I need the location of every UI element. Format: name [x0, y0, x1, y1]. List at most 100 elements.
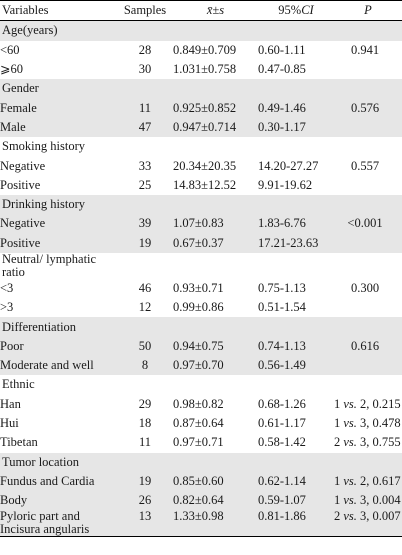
mean-sd-cell: 1.07±0.83: [173, 214, 258, 234]
samples-cell: 50: [117, 336, 173, 357]
empty-cell: [117, 452, 173, 472]
p-comparison-suffix: 2, 0.215: [356, 396, 401, 411]
empty-cell: [258, 137, 334, 156]
table-row: Moderate and well 8 0.97±0.70 0.56-1.49: [0, 356, 402, 376]
category-row: Gender: [0, 79, 402, 99]
empty-cell: [258, 317, 334, 337]
mean-sd-cell: 0.97±0.70: [173, 356, 258, 376]
ci-cell: 0.58-1.42: [258, 435, 306, 450]
ci-cell: 0.62-1.14: [258, 471, 334, 492]
variable-label: Poor: [0, 336, 117, 357]
category-label: Ethnic: [2, 377, 35, 392]
variable-label: Fundus and Cardia: [0, 471, 117, 492]
p-vs-text: vs.: [343, 396, 357, 411]
ci-cell: 17.21-23.63: [258, 233, 334, 253]
ci-cell: 0.74-1.13: [258, 336, 334, 357]
samples-cell: 33: [138, 158, 152, 173]
header-ci: 95%CI: [258, 0, 334, 22]
empty-cell: [117, 375, 173, 394]
variable-label: Pyloric part and Incisura angularis: [0, 510, 117, 538]
p-value-cell: [334, 298, 402, 317]
category-row: Smoking history: [0, 137, 402, 156]
p-value-cell: 0.941: [350, 42, 380, 57]
p-comparison-suffix: 3, 0.007: [356, 509, 401, 524]
category-label: Neutral/ lymphatic ratio: [2, 251, 97, 279]
variable-label: Han: [0, 396, 21, 411]
empty-cell: [258, 20, 334, 41]
samples-cell: 11: [117, 98, 173, 118]
p-vs-text: vs.: [343, 493, 357, 508]
header-p: P: [334, 0, 402, 22]
samples-cell: 30: [138, 62, 152, 77]
header-mean-sd: x̄±s: [173, 0, 258, 22]
empty-cell: [117, 253, 173, 279]
empty-cell: [173, 194, 258, 215]
empty-cell: [334, 137, 402, 156]
table-row: Female 11 0.925±0.852 0.49-1.46 0.576: [0, 98, 402, 118]
category-row: Drinking history: [0, 194, 402, 215]
p-value-cell: 0.616: [334, 336, 402, 357]
table-row: <60 28 0.849±0.709 0.60-1.11 0.941: [0, 41, 402, 60]
p-comparison-prefix: 1: [334, 416, 344, 431]
ci-cell: 1.83-6.76: [258, 214, 334, 234]
empty-cell: [173, 452, 258, 472]
samples-cell: 46: [138, 281, 152, 295]
variable-label: Positive: [0, 233, 117, 253]
variable-label: <3: [0, 281, 14, 295]
ci-cell: 0.51-1.54: [258, 300, 306, 315]
mean-sd-cell: 0.93±0.71: [173, 281, 224, 295]
empty-cell: [258, 375, 334, 394]
p-comparison-suffix: 3, 0.004: [356, 493, 401, 508]
table-row: Han 29 0.98±0.82 0.68-1.26 1 vs. 2, 0.215: [0, 395, 402, 414]
category-row: Ethnic: [0, 375, 402, 394]
table-row: Hui 18 0.87±0.64 0.61-1.17 1 vs. 3, 0.478: [0, 414, 402, 433]
category-label: Gender: [0, 79, 117, 99]
p-vs-text: vs.: [343, 509, 357, 524]
variable-label: Hui: [0, 416, 19, 431]
table-row: Negative 33 20.34±20.35 14.20-27.27 0.557: [0, 156, 402, 175]
variable-label: Female: [0, 98, 117, 118]
mean-sd-cell: 0.98±0.82: [173, 396, 224, 411]
category-row: Differentiation: [0, 317, 402, 337]
empty-cell: [117, 194, 173, 215]
mean-sd-cell: 1.031±0.758: [173, 62, 237, 77]
p-value-cell: 0.576: [334, 98, 402, 118]
empty-cell: [258, 253, 334, 279]
samples-cell: 28: [138, 42, 152, 57]
table-row: ⩾60 30 1.031±0.758 0.47-0.85: [0, 60, 402, 79]
table-row: Negative 39 1.07±0.83 1.83-6.76 <0.001: [0, 214, 402, 234]
table-row: Positive 25 14.83±12.52 9.91-19.62: [0, 176, 402, 195]
ci-cell: 14.20-27.27: [258, 158, 319, 173]
mean-sd-cell: 0.82±0.64: [173, 491, 258, 511]
p-value-cell: 0.557: [350, 158, 380, 173]
table-row: >3 12 0.99±0.86 0.51-1.54: [0, 298, 402, 317]
table-body: Age(years) <60 28 0.849±0.709 0.60-1.11 0.941…: [0, 20, 402, 538]
empty-cell: [117, 20, 173, 41]
ci-cell: 0.68-1.26: [258, 396, 306, 411]
p-value-cell: 1 vs. 3, 0.004: [334, 491, 402, 511]
samples-cell: 19: [117, 233, 173, 253]
samples-cell: 25: [138, 177, 152, 192]
samples-cell: 18: [138, 416, 152, 431]
p-comparison-suffix: 2, 0.617: [356, 473, 401, 488]
category-label: Differentiation: [0, 317, 117, 337]
p-value-cell: 2 vs. 3, 0.755: [334, 433, 402, 452]
empty-cell: [173, 317, 258, 337]
empty-cell: [334, 20, 402, 41]
category-label: Age(years): [0, 20, 117, 41]
category-label: Smoking history: [2, 139, 85, 154]
p-value-cell: [334, 233, 402, 253]
empty-cell: [334, 452, 402, 472]
p-comparison-prefix: 2: [334, 435, 344, 450]
mean-sd-cell: 0.99±0.86: [173, 300, 224, 315]
p-vs-text: vs.: [343, 416, 357, 431]
mean-sd-cell: 0.925±0.852: [173, 98, 258, 118]
table-row: Fundus and Cardia 19 0.85±0.60 0.62-1.14 1 v…: [0, 471, 402, 492]
ci-cell: 0.30-1.17: [258, 117, 334, 138]
p-comparison-suffix: 3, 0.478: [356, 416, 401, 431]
mean-sd-cell: 20.34±20.35: [173, 158, 237, 173]
empty-cell: [117, 79, 173, 99]
mean-sd-cell: 0.94±0.75: [173, 336, 258, 357]
ci-cell: 9.91-19.62: [258, 177, 313, 192]
p-value-cell: [334, 176, 402, 195]
